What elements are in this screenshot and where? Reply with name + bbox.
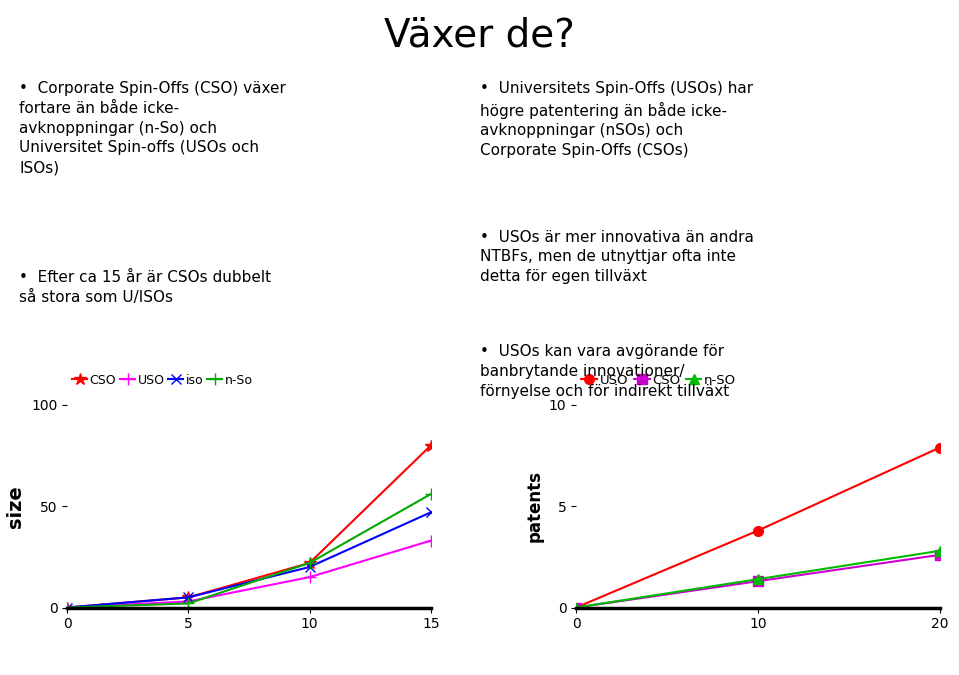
Text: Växer de?: Växer de?	[384, 17, 575, 55]
CSO	[571, 603, 582, 612]
Text: •  Universitets Spin-Offs (USOs) har
högre patentering än både icke-
avknoppning: • Universitets Spin-Offs (USOs) har högr…	[480, 81, 753, 158]
Line: USO: USO	[572, 443, 945, 612]
CSO	[934, 551, 946, 559]
CSO	[304, 559, 316, 567]
Line: CSO: CSO	[60, 439, 437, 614]
USO	[182, 597, 194, 605]
Y-axis label: size: size	[7, 485, 26, 528]
USO	[571, 603, 582, 612]
iso	[304, 563, 316, 571]
Line: n-SO: n-SO	[572, 546, 945, 612]
Text: •  Corporate Spin-Offs (CSO) växer
fortare än både icke-
avknoppningar (n-So) oc: • Corporate Spin-Offs (CSO) växer fortar…	[19, 81, 286, 176]
USO	[425, 537, 436, 545]
USO	[934, 443, 946, 452]
Text: •  USOs är mer innovativa än andra
NTBFs, men de utnyttjar ofta inte
detta för e: • USOs är mer innovativa än andra NTBFs,…	[480, 230, 754, 284]
CSO	[182, 593, 194, 601]
CSO	[425, 441, 436, 450]
USO	[61, 603, 73, 612]
Text: •  Efter ca 15 år är CSOs dubbelt
så stora som U/ISOs: • Efter ca 15 år är CSOs dubbelt så stor…	[19, 270, 271, 305]
Legend: USO, CSO, n-SO: USO, CSO, n-SO	[576, 369, 741, 392]
iso	[61, 603, 73, 612]
CSO	[752, 577, 763, 585]
Text: •  USOs kan vara avgörande för
banbrytande innovationer/
förnyelse och för indir: • USOs kan vara avgörande för banbrytand…	[480, 344, 729, 399]
Line: iso: iso	[62, 508, 435, 612]
n-SO	[571, 603, 582, 612]
n-So	[425, 490, 436, 498]
Line: CSO: CSO	[572, 550, 945, 612]
n-SO	[752, 575, 763, 583]
USO	[752, 526, 763, 535]
iso	[425, 508, 436, 516]
n-SO	[934, 547, 946, 555]
n-So	[304, 559, 316, 567]
iso	[182, 593, 194, 601]
Line: n-So: n-So	[60, 488, 437, 614]
USO	[304, 573, 316, 581]
n-So	[61, 603, 73, 612]
Legend: CSO, USO, iso, n-So: CSO, USO, iso, n-So	[67, 369, 258, 391]
n-So	[182, 599, 194, 608]
Y-axis label: patents: patents	[526, 470, 544, 542]
Line: USO: USO	[60, 535, 437, 614]
CSO	[61, 603, 73, 612]
